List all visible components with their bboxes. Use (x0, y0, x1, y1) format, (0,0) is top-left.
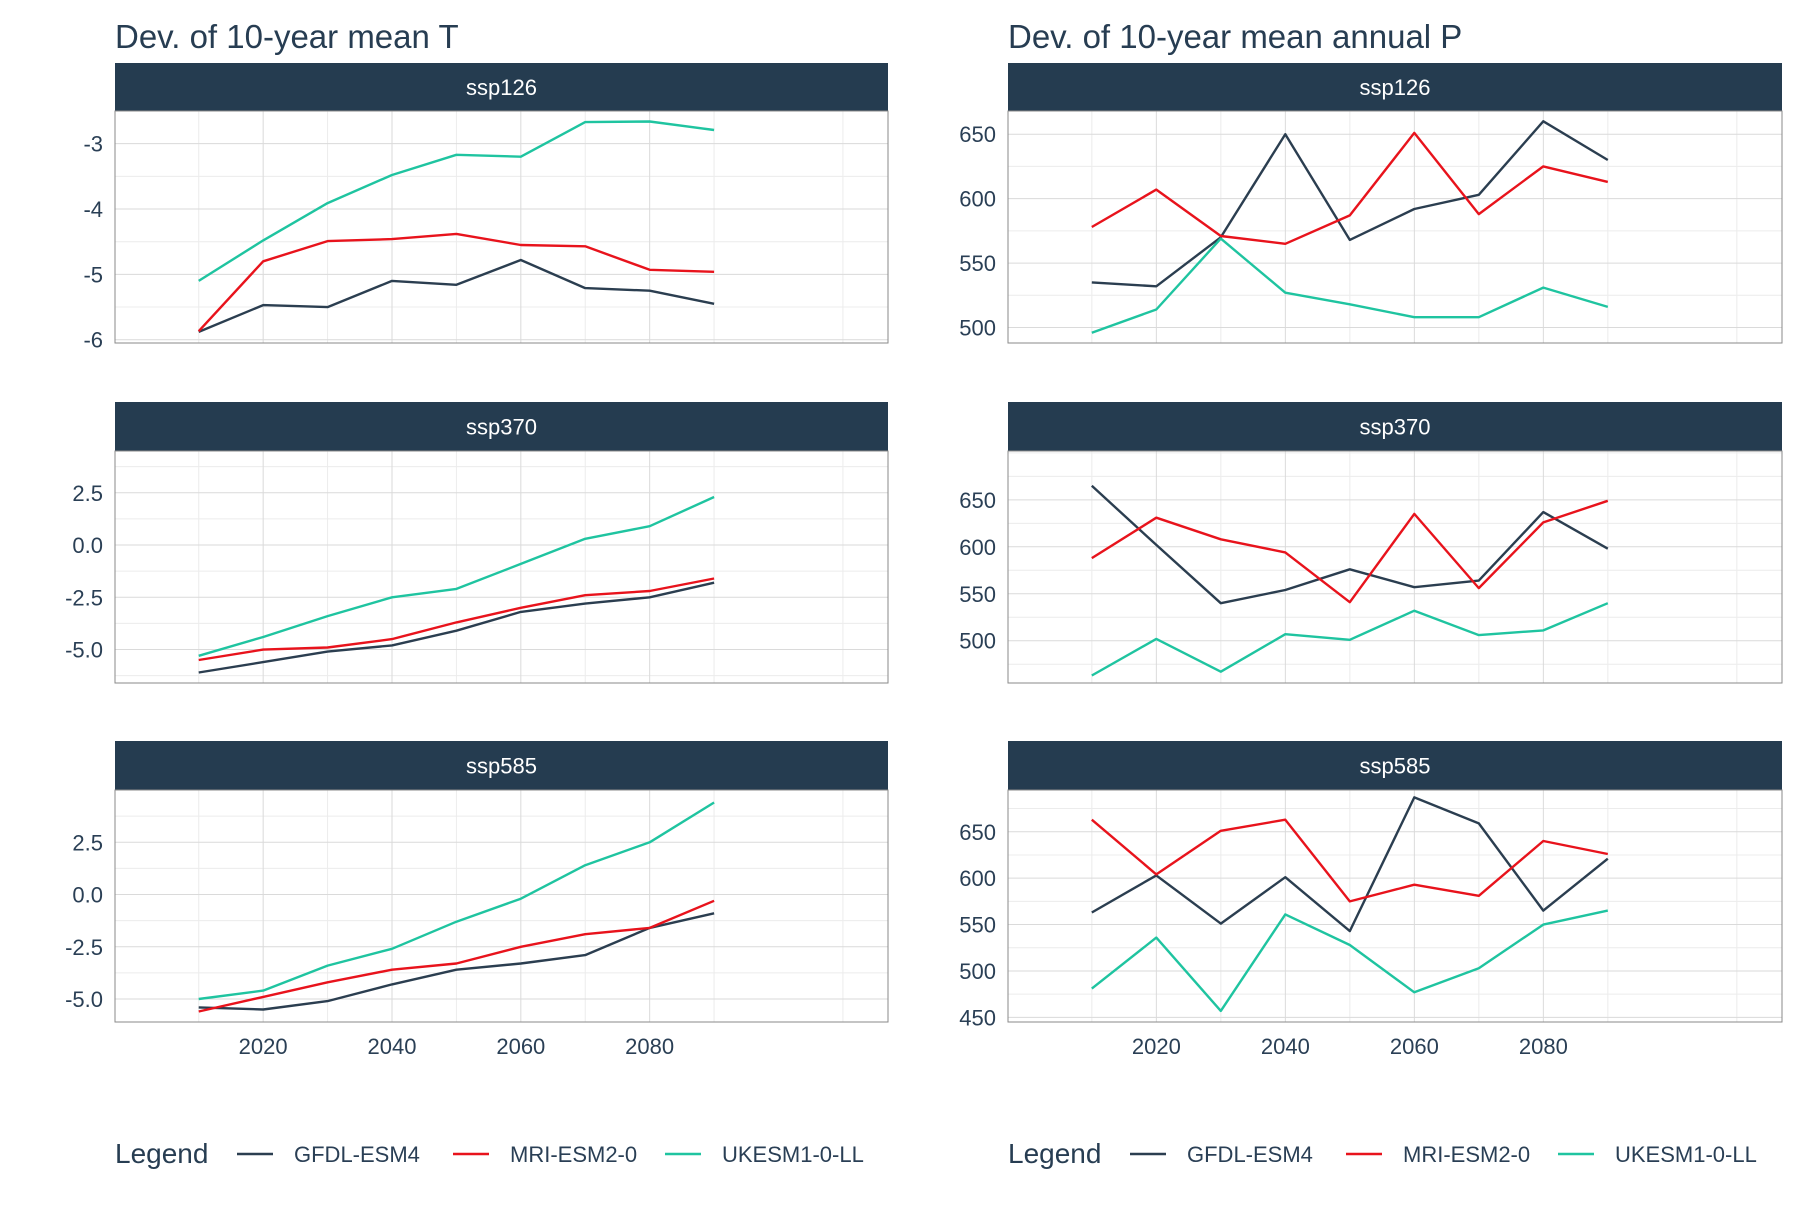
series-line-gfdl-esm4 (198, 581, 715, 674)
chart-title: Dev. of 10-year mean annual P (1008, 18, 1462, 55)
legend-label-gfdl-esm4: GFDL-ESM4 (1187, 1142, 1313, 1167)
legend: Legend GFDL-ESM4 MRI-ESM2-0 UKESM1-0-LL (115, 1138, 864, 1169)
x-tick-label: 2080 (1519, 1034, 1568, 1059)
legend-title: Legend (1008, 1138, 1101, 1169)
panel-frame (114, 110, 889, 344)
facet-strip-label: ssp370 (1360, 415, 1431, 440)
y-tick-label: 500 (959, 959, 996, 984)
facet-strip (1008, 741, 1782, 790)
panel-frame (1007, 789, 1783, 1023)
series-line-gfdl-esm4 (1091, 796, 1609, 933)
facet-strip-label: ssp585 (1360, 754, 1431, 779)
x-tick-label: 2060 (496, 1034, 545, 1059)
panel-ssp585: ssp585 450 500 550 600 650 (959, 741, 1783, 1030)
x-tick-label: 2020 (1132, 1034, 1181, 1059)
series-line-mri-esm2-0 (1091, 499, 1609, 604)
series-line-ukesm1-0-ll (1091, 909, 1609, 1013)
y-tick-label: -4 (83, 197, 103, 222)
y-tick-label: -5.0 (65, 638, 103, 663)
series-line-ukesm1-0-ll (198, 495, 715, 657)
series-line-mri-esm2-0 (198, 577, 715, 662)
y-tick-label: 2.5 (72, 481, 103, 506)
x-tick-label: 2080 (625, 1034, 674, 1059)
y-tick-label: 650 (959, 488, 996, 513)
panel-frame (114, 450, 889, 684)
y-tick-label: -6 (83, 328, 103, 353)
y-tick-label: 600 (959, 535, 996, 560)
panel-frame (1007, 450, 1783, 684)
series-line-mri-esm2-0 (197, 232, 715, 333)
panel-frame (114, 789, 889, 1023)
facet-strip (115, 741, 888, 790)
x-tick-label: 2040 (368, 1034, 417, 1059)
panel-frame (1007, 110, 1783, 344)
panel-ssp370: ssp370 500 550 600 650 (959, 402, 1783, 684)
series-line-mri-esm2-0 (1091, 131, 1609, 246)
facet-strip (1008, 402, 1782, 451)
series-line-ukesm1-0-ll (198, 120, 715, 282)
y-tick-label: 0.0 (72, 533, 103, 558)
panel-ssp126: ssp126 500 550 600 650 (959, 63, 1783, 344)
facet-strip-label: ssp370 (466, 415, 537, 440)
y-tick-label: 650 (959, 122, 996, 147)
legend-title: Legend (115, 1138, 208, 1169)
y-tick-label: 450 (959, 1005, 996, 1030)
y-tick-label: 550 (959, 582, 996, 607)
y-tick-label: 0.0 (72, 883, 103, 908)
y-tick-label: 600 (959, 187, 996, 212)
facet-strip-label: ssp126 (466, 75, 537, 100)
facet-strip-label: ssp585 (466, 754, 537, 779)
y-tick-label: -2.5 (65, 935, 103, 960)
chart-title: Dev. of 10-year mean T (115, 18, 459, 55)
legend-label-ukesm1-0-ll: UKESM1-0-LL (722, 1142, 864, 1167)
series-line-gfdl-esm4 (1091, 120, 1609, 288)
legend: Legend GFDL-ESM4 MRI-ESM2-0 UKESM1-0-LL (1008, 1138, 1757, 1169)
facet-strip (115, 63, 888, 111)
series-line-mri-esm2-0 (1091, 818, 1609, 903)
panel-ssp126: ssp126 -6 -5 -4 -3 (83, 63, 889, 353)
y-tick-label: -5 (83, 262, 103, 287)
panel-ssp585: ssp585 -5.0 -2.5 0.0 2.5 (65, 741, 889, 1023)
y-tick-label: 500 (959, 629, 996, 654)
x-tick-label: 2060 (1390, 1034, 1439, 1059)
series-line-gfdl-esm4 (1090, 484, 1609, 605)
chart-1: Dev. of 10-year mean T ssp126 -6 -5 -4 -3 ssp3… (65, 18, 889, 1169)
facet-strip-label: ssp126 (1360, 75, 1431, 100)
y-tick-label: 2.5 (72, 830, 103, 855)
facet-strip (1008, 63, 1782, 111)
x-tick-label: 2040 (1261, 1034, 1310, 1059)
series-line-ukesm1-0-ll (1091, 237, 1609, 334)
series-line-mri-esm2-0 (198, 899, 715, 1013)
legend-label-gfdl-esm4: GFDL-ESM4 (294, 1142, 420, 1167)
y-tick-label: 500 (959, 316, 996, 341)
y-tick-label: -5.0 (65, 987, 103, 1012)
series-line-ukesm1-0-ll (198, 801, 715, 1001)
y-tick-label: 650 (959, 820, 996, 845)
y-tick-label: 550 (959, 913, 996, 938)
legend-label-ukesm1-0-ll: UKESM1-0-LL (1615, 1142, 1757, 1167)
series-line-gfdl-esm4 (198, 912, 715, 1011)
y-tick-label: -2.5 (65, 585, 103, 610)
facet-strip (115, 402, 888, 451)
legend-label-mri-esm2-0: MRI-ESM2-0 (1403, 1142, 1530, 1167)
series-line-gfdl-esm4 (198, 258, 715, 334)
x-tick-label: 2020 (239, 1034, 288, 1059)
chart-2: Dev. of 10-year mean annual P ssp126 500 55… (959, 18, 1783, 1169)
legend-label-mri-esm2-0: MRI-ESM2-0 (510, 1142, 637, 1167)
series-line-ukesm1-0-ll (1091, 602, 1609, 677)
panel-ssp370: ssp370 -5.0 -2.5 0.0 2.5 (65, 402, 889, 684)
y-tick-label: 550 (959, 251, 996, 276)
y-tick-label: 600 (959, 866, 996, 891)
y-tick-label: -3 (83, 132, 103, 157)
